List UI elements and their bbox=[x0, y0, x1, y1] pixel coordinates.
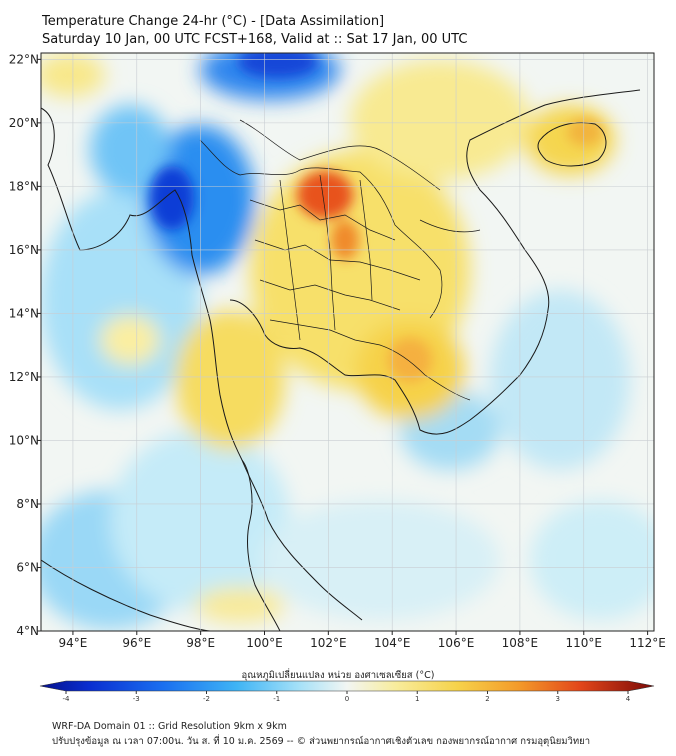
hot-tail bbox=[331, 220, 359, 260]
colorbar-tick-label: 0 bbox=[345, 695, 349, 703]
cool-area-bay bbox=[90, 105, 170, 195]
cold-area-myanmar bbox=[145, 125, 255, 275]
cool-area-east-sea bbox=[490, 290, 630, 470]
x-tick-label: 110°E bbox=[566, 636, 603, 650]
colorbar-tick-label: -2 bbox=[203, 695, 210, 703]
x-tick-label: 112°E bbox=[629, 636, 666, 650]
x-tick-label: 98°E bbox=[186, 636, 215, 650]
warm-spot-west-sea bbox=[100, 315, 160, 365]
y-tick-label: 22°N bbox=[9, 52, 39, 66]
y-tick-label: 14°N bbox=[9, 306, 39, 320]
gulf-and-east-coast bbox=[229, 89, 641, 435]
y-axis-ticks: 22°N 20°N 18°N 16°N 14°N 12°N 10°N 8°N 6°N 4°N bbox=[9, 52, 41, 638]
map-title: Temperature Change 24-hr (°C) - [Data As… bbox=[42, 13, 467, 49]
colorbar-tick-label: 3 bbox=[556, 695, 560, 703]
title-line-2: Saturday 10 Jan, 00 UTC FCST+168, Valid … bbox=[42, 32, 468, 47]
x-tick-label: 106°E bbox=[438, 636, 475, 650]
footer-line-2: ปรับปรุงข้อมูล ณ เวลา 07:00น. วัน ส. ที่… bbox=[52, 736, 591, 747]
colorbar-label: อุณหภูมิเปลี่ยนแปลง หน่วย องศาเซลเซียส (… bbox=[241, 670, 435, 681]
cool-area-malay bbox=[110, 430, 290, 610]
strong-cold-north bbox=[238, 53, 318, 78]
x-tick-label: 100°E bbox=[246, 636, 283, 650]
y-tick-label: 18°N bbox=[9, 179, 39, 193]
warm-area-north bbox=[350, 60, 530, 180]
colorbar-tick-label: -1 bbox=[273, 695, 280, 703]
west-coast bbox=[41, 107, 363, 621]
x-axis-ticks: 94°E 96°E 98°E 100°E 102°E 104°E 106°E 108°E 110… bbox=[58, 631, 666, 650]
sumatra-coast bbox=[41, 559, 211, 631]
cool-area-south-sea bbox=[260, 500, 500, 620]
y-tick-label: 12°N bbox=[9, 370, 39, 384]
peninsula-coast bbox=[241, 459, 281, 631]
colorbar-tick-label: 2 bbox=[485, 695, 489, 703]
warm-area-west bbox=[175, 310, 285, 450]
y-tick-label: 10°N bbox=[9, 433, 39, 447]
x-tick-label: 108°E bbox=[502, 636, 539, 650]
x-tick-label: 102°E bbox=[310, 636, 347, 650]
y-tick-label: 8°N bbox=[16, 497, 39, 511]
footer-line-1: WRF-DA Domain 01 :: Grid Resolution 9km … bbox=[52, 721, 287, 732]
title-line-1: Temperature Change 24-hr (°C) - [Data As… bbox=[42, 14, 385, 29]
hot-spot-hainan bbox=[567, 118, 603, 146]
x-tick-label: 104°E bbox=[374, 636, 411, 650]
x-tick-label: 96°E bbox=[122, 636, 151, 650]
temperature-field bbox=[41, 53, 654, 631]
cool-area-southeast bbox=[530, 500, 654, 620]
y-tick-label: 16°N bbox=[9, 243, 39, 257]
field-blobs bbox=[41, 53, 654, 630]
footer: WRF-DA Domain 01 :: Grid Resolution 9km … bbox=[52, 719, 590, 749]
colorbar-tick-label: 4 bbox=[626, 695, 631, 703]
y-tick-label: 6°N bbox=[16, 560, 39, 574]
warm-spot-south bbox=[195, 587, 285, 623]
hot-core bbox=[297, 171, 353, 219]
y-tick-label: 20°N bbox=[9, 116, 39, 130]
colorbar-ticks: -4 -3 -2 -1 0 1 2 3 4 bbox=[63, 691, 631, 703]
colorbar-tick-label: -3 bbox=[133, 695, 140, 703]
map-frame bbox=[40, 52, 655, 632]
colorbar-tick-label: 1 bbox=[415, 695, 419, 703]
warm-area-hainan bbox=[525, 105, 615, 175]
colorbar-tick-label: -4 bbox=[63, 695, 71, 703]
x-tick-label: 94°E bbox=[58, 636, 87, 650]
y-tick-label: 4°N bbox=[16, 624, 39, 638]
graticule bbox=[41, 53, 654, 632]
strong-cold-core bbox=[150, 166, 194, 230]
